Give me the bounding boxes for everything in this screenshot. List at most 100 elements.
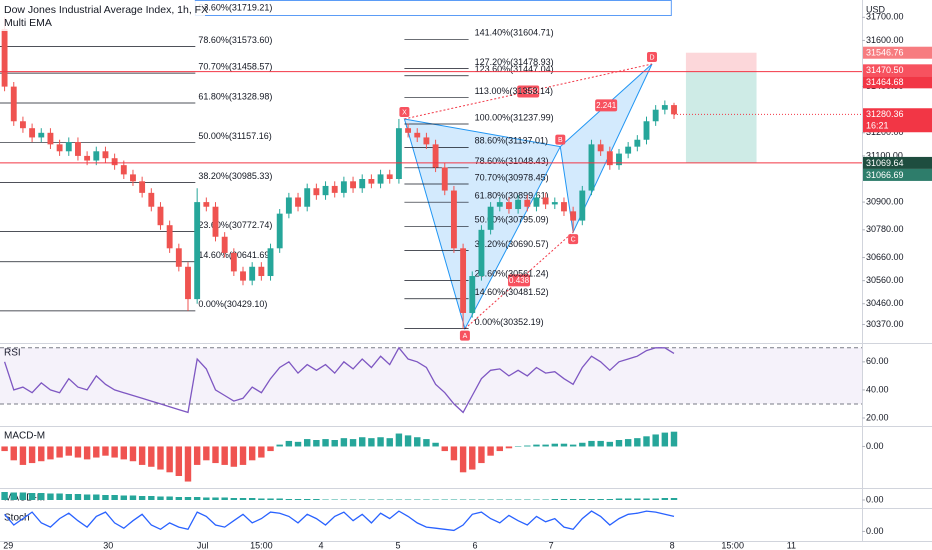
pattern-point: [647, 51, 658, 62]
candle-body: [551, 202, 558, 205]
histogram-bar: [221, 497, 228, 500]
candle-body: [588, 144, 595, 191]
histogram-bar: [340, 438, 348, 447]
histogram-bar: [487, 499, 494, 500]
histogram-bar: [267, 498, 274, 500]
histogram-bar: [496, 446, 503, 452]
candle-body: [249, 266, 256, 281]
candle-body: [414, 132, 421, 138]
x-tick-label: 15:00: [721, 540, 744, 550]
candle-body: [395, 128, 402, 180]
candle-body: [19, 121, 26, 129]
histogram-bar: [551, 499, 559, 500]
candle-body: [84, 155, 91, 161]
histogram-bar: [652, 498, 659, 500]
fib-label: 141.40%(31604.71): [475, 28, 554, 38]
histogram-bar: [258, 498, 265, 500]
histogram-bar: [111, 495, 118, 500]
candle-body: [139, 181, 146, 193]
histogram-bar: [395, 433, 403, 447]
panel-title: MACD-M: [4, 431, 45, 442]
candle-body: [56, 144, 63, 152]
histogram-bar: [524, 499, 531, 500]
candle-body: [377, 174, 384, 184]
histogram-bar: [212, 446, 219, 464]
y-tick-label: 30660.00: [866, 252, 904, 262]
histogram-bar: [432, 442, 439, 447]
histogram-bar: [505, 499, 513, 500]
candle-body: [304, 188, 311, 207]
candle-body: [130, 174, 136, 182]
pattern-point: [568, 234, 579, 245]
x-tick-label: 30: [103, 540, 113, 550]
ratio-label: 1.262: [518, 87, 539, 96]
histogram-bar: [386, 438, 393, 447]
y-tick-label: 30780.00: [866, 224, 904, 234]
price-label: 31464.68: [866, 77, 904, 87]
fib-label: 0.00%(30429.10): [198, 299, 267, 309]
currency: USD: [866, 4, 886, 14]
candle-body: [579, 190, 586, 221]
candle-body: [533, 197, 540, 207]
histogram-bar: [74, 494, 82, 500]
fib-label: 38.20%(30690.57): [475, 239, 549, 249]
fib-label: 23.60%(30772.74): [198, 220, 272, 230]
candle-body: [487, 206, 494, 230]
histogram-bar: [285, 499, 293, 500]
candle-body: [478, 229, 485, 277]
histogram-bar: [1, 446, 8, 452]
histogram-bar: [322, 499, 329, 500]
candle-body: [359, 179, 366, 189]
histogram-bar: [524, 445, 531, 447]
histogram-bar: [569, 499, 577, 500]
fib-label: 50.00%(31157.16): [198, 131, 271, 141]
fib-label: 14.60%(30481.52): [475, 287, 549, 297]
histogram-bar: [414, 499, 421, 500]
histogram-bar: [157, 446, 164, 470]
histogram-bar: [47, 446, 54, 460]
y-tick-label: 30900.00: [866, 196, 904, 206]
histogram-bar: [102, 446, 109, 456]
histogram-bar: [1, 492, 8, 500]
histogram-bar: [138, 446, 146, 465]
candle-body: [368, 179, 375, 184]
candle-body: [625, 146, 632, 154]
histogram-bar: [19, 492, 27, 500]
candle-body: [350, 181, 356, 189]
histogram-bar: [138, 496, 146, 500]
histogram-bar: [588, 499, 595, 500]
candle-body: [441, 167, 448, 191]
histogram-bar: [212, 497, 219, 500]
candle-body: [102, 151, 109, 159]
ratio-box: [508, 274, 531, 287]
pattern-point: [555, 134, 566, 145]
histogram-bar: [368, 499, 375, 500]
histogram-bar: [349, 499, 357, 500]
histogram-bar: [47, 493, 54, 500]
indicator-line: [3, 346, 675, 414]
histogram-bar: [404, 435, 412, 447]
histogram-bar: [615, 440, 623, 447]
histogram-bar: [670, 431, 678, 447]
histogram-bar: [248, 446, 256, 461]
histogram-bar: [661, 498, 669, 500]
histogram-bar: [615, 498, 623, 500]
histogram-bar: [643, 436, 650, 447]
histogram-bar: [276, 444, 283, 447]
histogram-bar: [661, 432, 669, 447]
histogram-bar: [93, 494, 100, 500]
histogram-bar: [175, 446, 183, 476]
candle-body: [38, 132, 45, 138]
y-tick-label: 31600.00: [866, 35, 904, 45]
pattern-point: [459, 330, 470, 341]
fib-label: 123.60%(31447.04): [475, 64, 554, 74]
histogram-bar: [533, 444, 540, 447]
histogram-bar: [652, 434, 659, 447]
fib-label: 78.60%(31048.43): [475, 156, 549, 166]
histogram-bar: [450, 446, 458, 461]
histogram-bar: [148, 446, 155, 467]
candle-body: [1, 28, 8, 87]
fib-label: 50.00%(30795.09): [475, 215, 549, 225]
histogram-bar: [359, 437, 366, 447]
